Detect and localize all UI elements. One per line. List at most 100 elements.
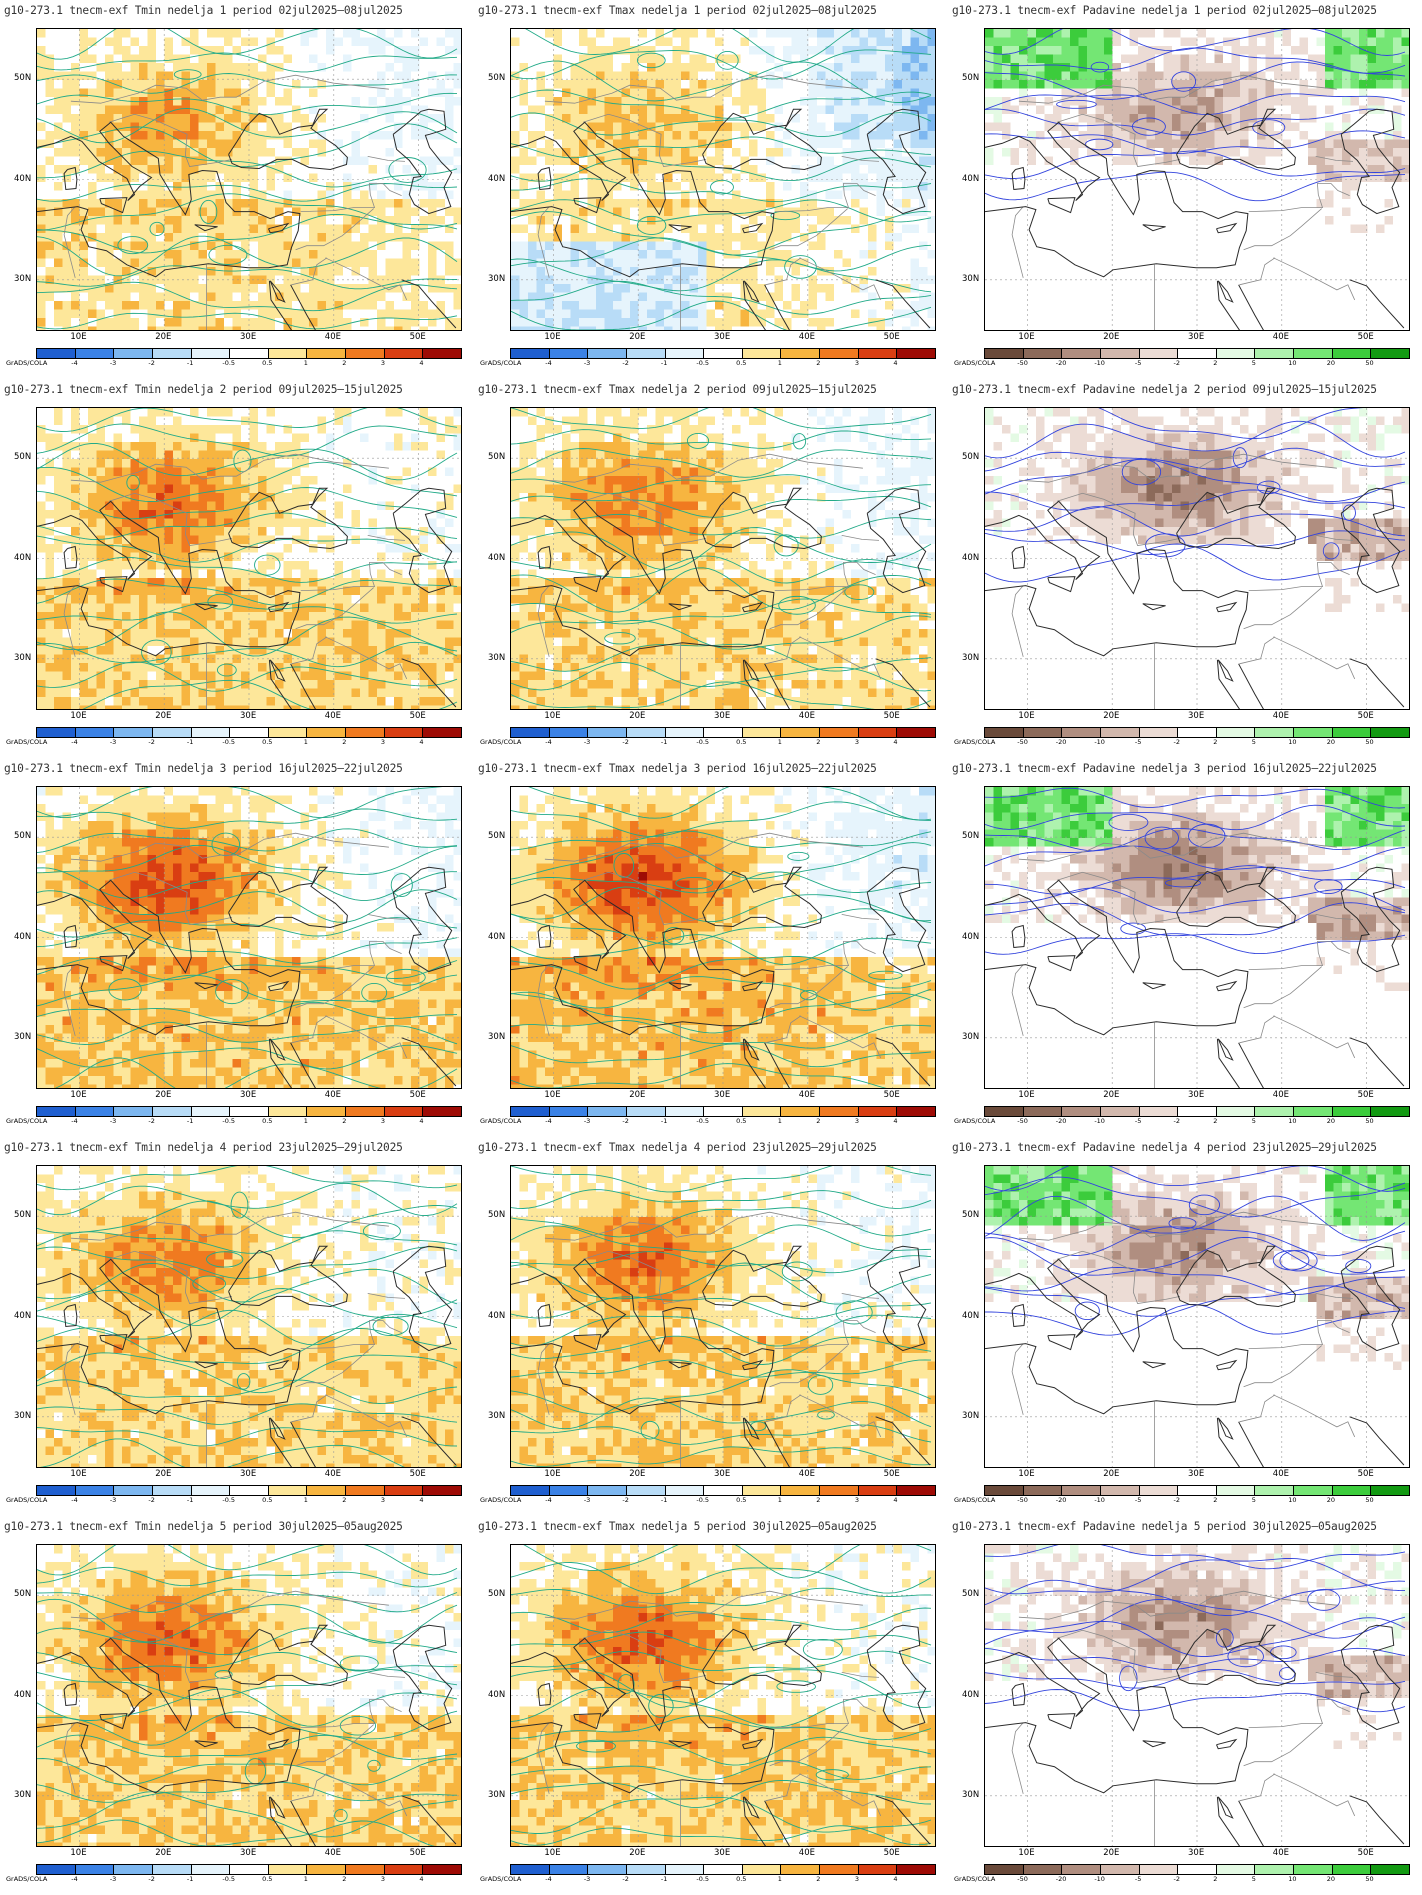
colorbar-label: -10: [1094, 359, 1105, 367]
colorbar-swatch: [307, 728, 347, 737]
colorbar-swatch: [820, 728, 859, 737]
grads-credit: GrADS/COLA: [6, 1875, 47, 1883]
graticule: [985, 29, 1409, 330]
colorbar-swatch: [1139, 349, 1179, 358]
colorbar-swatch: [37, 728, 76, 737]
colorbar-label: -0.5: [222, 1117, 235, 1125]
colorbar-swatch: [152, 1865, 192, 1874]
coastlines: [985, 1624, 1405, 1846]
lat-label: 30N: [962, 1411, 979, 1421]
colorbar-label: -50: [1017, 1117, 1028, 1125]
colorbar-swatch: [1023, 1865, 1063, 1874]
colorbar-swatch: [588, 1865, 627, 1874]
lon-label: 10E: [1018, 332, 1034, 342]
panel-title: g10-273.1 tnecm-exf Padavine nedelja 4 p…: [952, 1141, 1377, 1154]
colorbar: [36, 1864, 462, 1875]
lat-label: 40N: [14, 932, 31, 942]
colorbar-label: -2: [148, 738, 154, 746]
contour-lines: [37, 1166, 458, 1467]
lon-label: 10E: [544, 1848, 560, 1858]
colorbar-label: 4: [893, 359, 897, 367]
colorbar-label: -50: [1017, 359, 1028, 367]
colorbar-swatch: [384, 1107, 424, 1116]
colorbar-label: -4: [71, 1117, 77, 1125]
colorbar-swatch: [781, 728, 821, 737]
lat-label: 50N: [962, 1210, 979, 1220]
colorbar-label: 1: [778, 359, 782, 367]
panel-title: g10-273.1 tnecm-exf Padavine nedelja 3 p…: [952, 762, 1377, 775]
colorbar-swatch: [1371, 1107, 1410, 1116]
graticule: [511, 1545, 935, 1846]
colorbar-label: -1: [187, 1117, 193, 1125]
colorbar-swatch: [384, 1486, 424, 1495]
colorbar-swatch: [742, 1486, 782, 1495]
colorbar-swatch: [1062, 1107, 1101, 1116]
country-borders: [537, 74, 882, 330]
colorbar-swatch: [1294, 1107, 1333, 1116]
colorbar-label: 20: [1327, 1117, 1335, 1125]
shading-field: [985, 408, 1409, 709]
lon-label: 10E: [1018, 1848, 1034, 1858]
colorbar-label: 3: [855, 1496, 859, 1504]
panel-title: g10-273.1 tnecm-exf Tmax nedelja 2 perio…: [478, 383, 877, 396]
colorbar-swatch: [626, 728, 666, 737]
colorbar-label: 3: [381, 1117, 385, 1125]
colorbar-swatch: [152, 1107, 192, 1116]
colorbar-label: -3: [110, 1875, 116, 1883]
colorbar-label: -0.5: [696, 1496, 709, 1504]
lat-label: 40N: [962, 174, 979, 184]
colorbar-swatch: [384, 728, 424, 737]
panel-title: g10-273.1 tnecm-exf Tmin nedelja 1 perio…: [4, 4, 403, 17]
colorbar-label: -3: [584, 1117, 590, 1125]
colorbar-label: 0.5: [262, 1496, 272, 1504]
map-panel: g10-273.1 tnecm-exf Tmax nedelja 3 perio…: [474, 758, 948, 1137]
colorbar-swatch: [781, 1865, 821, 1874]
colorbar-label: -2: [148, 1875, 154, 1883]
graticule: [985, 1545, 1409, 1846]
lat-label: 40N: [14, 553, 31, 563]
country-borders: [1011, 1211, 1356, 1467]
colorbar-swatch: [1371, 349, 1410, 358]
colorbar-label: -0.5: [222, 738, 235, 746]
lon-label: 50E: [410, 332, 426, 342]
lon-label: 10E: [544, 711, 560, 721]
lon-label: 20E: [155, 711, 171, 721]
colorbar-swatch: [75, 1865, 115, 1874]
lon-label: 40E: [799, 1469, 815, 1479]
map-area: [984, 28, 1410, 331]
colorbar-label: -2: [1173, 1117, 1179, 1125]
colorbar-label: 2: [816, 359, 820, 367]
colorbar-swatch: [307, 1865, 347, 1874]
map-area: [510, 28, 936, 331]
map-area: [984, 786, 1410, 1089]
colorbar-label: 1: [304, 359, 308, 367]
coastlines: [511, 866, 931, 1088]
colorbar-label: -2: [622, 1117, 628, 1125]
colorbar-label: 1: [778, 1496, 782, 1504]
colorbar-swatch: [1023, 349, 1063, 358]
colorbar-label: -0.5: [696, 359, 709, 367]
colorbar-label: 2: [342, 359, 346, 367]
grads-credit: GrADS/COLA: [480, 1875, 521, 1883]
colorbar-swatch: [1100, 349, 1140, 358]
panel-title: g10-273.1 tnecm-exf Padavine nedelja 5 p…: [952, 1520, 1377, 1533]
colorbar-label: 5: [1252, 738, 1256, 746]
colorbar-label: -3: [110, 359, 116, 367]
lon-label: 20E: [1103, 1469, 1119, 1479]
lon-label: 40E: [325, 332, 341, 342]
colorbar-swatch: [511, 1865, 550, 1874]
lon-label: 10E: [1018, 1090, 1034, 1100]
colorbar-swatch: [268, 1865, 308, 1874]
map-panel: g10-273.1 tnecm-exf Tmin nedelja 1 perio…: [0, 0, 474, 379]
lat-label: 50N: [962, 73, 979, 83]
colorbar-swatch: [230, 1865, 269, 1874]
colorbar-label: -2: [148, 359, 154, 367]
map-panel: g10-273.1 tnecm-exf Tmin nedelja 2 perio…: [0, 379, 474, 758]
lat-label: 50N: [962, 452, 979, 462]
map-area: [36, 786, 462, 1089]
colorbar-label: 10: [1288, 1117, 1296, 1125]
colorbar: [36, 727, 462, 738]
country-borders: [63, 74, 408, 330]
lon-label: 20E: [155, 1469, 171, 1479]
map-area: [36, 1544, 462, 1847]
